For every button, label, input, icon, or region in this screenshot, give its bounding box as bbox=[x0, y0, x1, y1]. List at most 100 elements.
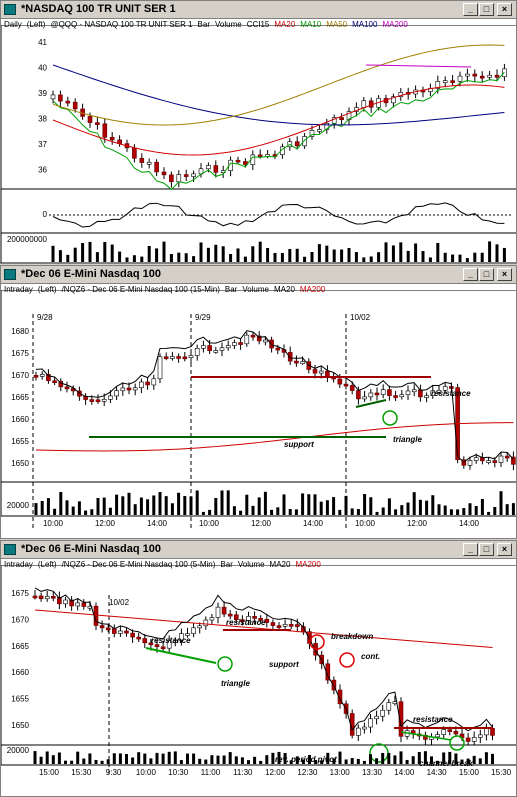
volume-bar bbox=[354, 252, 358, 262]
maximize-button[interactable]: □ bbox=[479, 268, 494, 281]
volume-bar bbox=[81, 243, 85, 262]
volume-bar bbox=[161, 753, 165, 764]
titlebar[interactable]: *NASDAQ 100 TR UNIT SER 1 _ □ × bbox=[1, 1, 516, 19]
volume-bar bbox=[90, 509, 94, 515]
price-bar bbox=[453, 731, 459, 735]
volume-bar bbox=[210, 755, 214, 764]
volume-bar bbox=[480, 498, 484, 515]
volume-bar bbox=[280, 252, 284, 262]
chart-icon bbox=[4, 269, 16, 280]
maximize-button[interactable]: □ bbox=[479, 3, 494, 16]
close-button[interactable]: × bbox=[497, 268, 512, 281]
volume-bar bbox=[458, 254, 462, 262]
triangle-line bbox=[145, 647, 217, 664]
volume-bar bbox=[313, 494, 317, 515]
volume-bar bbox=[314, 759, 318, 764]
volume-bar bbox=[405, 759, 409, 764]
volume-bar bbox=[456, 509, 460, 515]
volume-bar bbox=[155, 248, 159, 262]
minimize-button[interactable]: _ bbox=[463, 3, 478, 16]
price-bar bbox=[490, 727, 495, 736]
15min-price-chart[interactable]: 1680 1675 1670 1665 1660 1655 1650 20000 9/28 9/2… bbox=[1, 290, 517, 539]
price-bar bbox=[154, 161, 159, 173]
x-tick: 14:00 bbox=[147, 519, 168, 528]
price-bar bbox=[188, 355, 194, 358]
volume-bar bbox=[226, 490, 230, 515]
volume-bar bbox=[232, 506, 236, 515]
volume-bar bbox=[387, 498, 391, 515]
volume-bar bbox=[204, 759, 208, 764]
volume-bar bbox=[308, 755, 311, 764]
volume-bar bbox=[320, 760, 324, 764]
volume-bar bbox=[418, 499, 422, 515]
titlebar[interactable]: *Dec 06 E-Mini Nasdaq 100 _ □ × bbox=[1, 541, 516, 559]
price-bar bbox=[492, 460, 498, 463]
volume-bar bbox=[229, 254, 233, 262]
volume-bar bbox=[251, 505, 255, 515]
minimize-button[interactable]: _ bbox=[463, 268, 478, 281]
volume-bar bbox=[399, 242, 403, 262]
price-bar bbox=[46, 374, 51, 382]
volume-bar bbox=[103, 241, 107, 262]
price-bar bbox=[95, 122, 100, 125]
volume-bar bbox=[460, 759, 464, 764]
minimize-button[interactable]: _ bbox=[463, 543, 478, 556]
resistance-label: resistance bbox=[413, 715, 453, 724]
price-bar bbox=[356, 390, 361, 400]
volume-bar bbox=[139, 497, 143, 515]
price-bar bbox=[294, 360, 299, 364]
volume-bar bbox=[377, 252, 381, 262]
volume-bar bbox=[442, 752, 446, 764]
price-bar bbox=[325, 370, 330, 377]
volume-bar bbox=[465, 258, 469, 262]
price-bar bbox=[472, 73, 478, 77]
price-bar bbox=[275, 347, 281, 351]
volume-bar bbox=[436, 760, 440, 764]
maximize-button[interactable]: □ bbox=[479, 543, 494, 556]
price-bar bbox=[368, 718, 373, 728]
volume-bar bbox=[344, 759, 348, 764]
price-tick: 1655 bbox=[11, 695, 29, 704]
volume-bar bbox=[70, 760, 74, 764]
volume-bar bbox=[183, 496, 187, 515]
price-bar bbox=[139, 158, 145, 163]
volume-bar bbox=[121, 496, 125, 515]
volume-bar bbox=[33, 751, 37, 764]
volume-bar bbox=[480, 252, 484, 262]
price-bar bbox=[473, 457, 479, 461]
price-bar bbox=[250, 334, 256, 338]
volume-bar bbox=[258, 241, 262, 262]
price-tick: 36 bbox=[38, 166, 47, 175]
price-bar bbox=[213, 350, 219, 353]
x-tick: 10:30 bbox=[168, 768, 189, 777]
close-button[interactable]: × bbox=[497, 543, 512, 556]
close-button[interactable]: × bbox=[497, 3, 512, 16]
x-tick: 11:30 bbox=[233, 768, 253, 777]
price-bar bbox=[487, 74, 492, 78]
x-tick: 10:00 bbox=[136, 768, 157, 777]
ma200-line bbox=[34, 609, 493, 648]
date-label: 9/29 bbox=[195, 313, 211, 322]
price-bar bbox=[157, 356, 163, 380]
daily-price-chart[interactable]: 41403938373602000000003OJ610121418202426… bbox=[1, 25, 517, 264]
price-bar bbox=[89, 399, 95, 402]
volume-bar bbox=[344, 495, 348, 515]
15min-chart-window: *Dec 06 E-Mini Nasdaq 100 _ □ × Intraday… bbox=[0, 265, 517, 539]
volume-bar bbox=[425, 500, 429, 515]
price-bar bbox=[362, 726, 367, 730]
5min-price-chart[interactable]: 1675 1670 1665 1660 1655 1650 20000 10/02 resist… bbox=[1, 565, 517, 797]
price-bar bbox=[225, 345, 231, 349]
volume-bar bbox=[253, 756, 257, 764]
price-bar bbox=[154, 644, 160, 648]
volume-bar bbox=[406, 250, 410, 262]
titlebar[interactable]: *Dec 06 E-Mini Nasdaq 100 _ □ × bbox=[1, 266, 516, 284]
price-tick: 41 bbox=[38, 38, 47, 47]
volume-bar bbox=[118, 251, 122, 262]
price-bar bbox=[349, 385, 355, 391]
price-bar bbox=[511, 456, 516, 465]
volume-bar bbox=[173, 751, 177, 764]
price-bar bbox=[166, 640, 172, 649]
price-bar bbox=[176, 174, 182, 183]
volume-pane bbox=[1, 232, 516, 263]
cci-tick: 0 bbox=[43, 210, 48, 219]
